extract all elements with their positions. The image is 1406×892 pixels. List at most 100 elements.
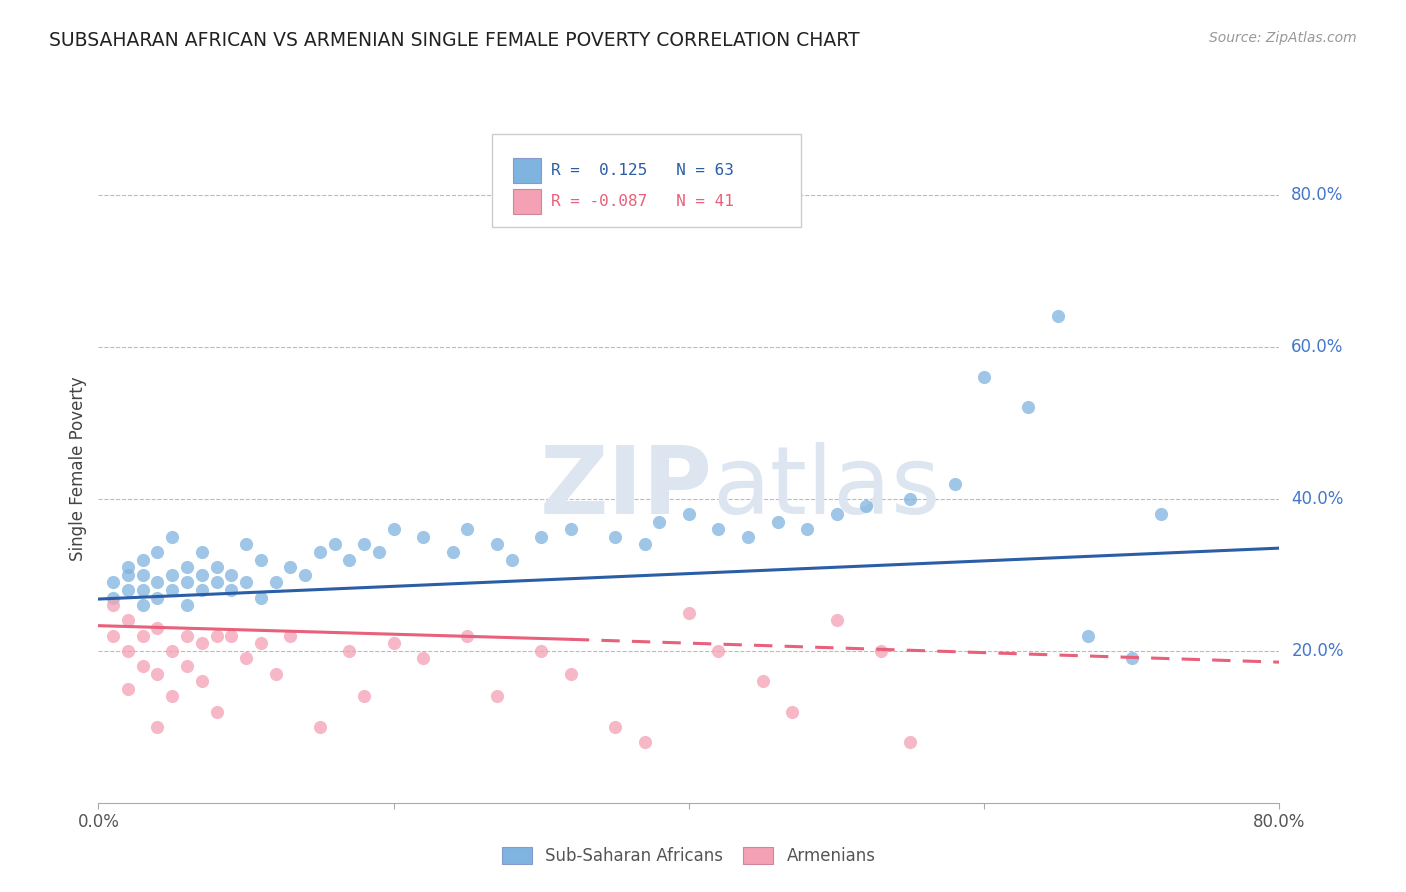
Point <box>191 674 214 689</box>
Point <box>162 690 183 704</box>
Point <box>900 735 922 749</box>
Point <box>278 560 302 574</box>
Point <box>132 567 155 582</box>
Text: 80.0%: 80.0% <box>1291 186 1344 203</box>
Point <box>900 491 922 506</box>
Point <box>796 522 818 536</box>
Point <box>176 659 198 673</box>
Point <box>219 567 242 582</box>
Point <box>250 591 273 605</box>
Point <box>1046 310 1069 324</box>
Point <box>103 628 125 642</box>
Point <box>264 666 287 681</box>
Point <box>382 522 405 536</box>
Point <box>103 575 125 590</box>
Point <box>162 644 183 658</box>
Point <box>560 522 582 536</box>
Point <box>353 690 375 704</box>
Point <box>678 507 700 521</box>
Point <box>235 651 257 665</box>
Point <box>191 567 214 582</box>
Point <box>1121 651 1143 665</box>
Point <box>132 582 155 597</box>
Point <box>250 636 273 650</box>
Point <box>648 515 671 529</box>
Point <box>707 522 730 536</box>
Point <box>368 545 391 559</box>
Point <box>264 575 287 590</box>
Point <box>441 545 464 559</box>
Point <box>132 628 155 642</box>
Point <box>323 537 346 551</box>
Point <box>1077 628 1099 642</box>
Point <box>825 507 848 521</box>
Point <box>205 560 228 574</box>
Point <box>973 370 995 384</box>
Point <box>825 613 848 627</box>
Point <box>943 476 966 491</box>
Point <box>412 651 434 665</box>
Point <box>337 644 360 658</box>
Point <box>103 591 125 605</box>
Point <box>353 537 375 551</box>
Point <box>235 575 257 590</box>
Point <box>605 530 627 544</box>
Point <box>737 530 759 544</box>
Text: SUBSAHARAN AFRICAN VS ARMENIAN SINGLE FEMALE POVERTY CORRELATION CHART: SUBSAHARAN AFRICAN VS ARMENIAN SINGLE FE… <box>49 31 860 50</box>
Point <box>146 720 169 734</box>
Point <box>456 628 478 642</box>
Point <box>132 659 155 673</box>
Point <box>205 705 228 719</box>
Point <box>382 636 405 650</box>
Point <box>191 636 214 650</box>
Point <box>162 582 183 597</box>
Point <box>117 644 139 658</box>
Point <box>337 552 360 566</box>
Point <box>219 628 242 642</box>
Y-axis label: Single Female Poverty: Single Female Poverty <box>69 376 87 560</box>
Point <box>294 567 316 582</box>
Point <box>486 690 509 704</box>
Point <box>146 575 169 590</box>
Point <box>456 522 478 536</box>
Point <box>176 575 198 590</box>
Point <box>162 530 183 544</box>
Point <box>250 552 273 566</box>
Point <box>309 720 332 734</box>
Text: ZIP: ZIP <box>540 442 713 534</box>
Point <box>633 735 655 749</box>
Text: 20.0%: 20.0% <box>1291 641 1344 660</box>
Point <box>205 628 228 642</box>
Point <box>530 530 553 544</box>
Point <box>501 552 523 566</box>
Point <box>146 591 169 605</box>
Point <box>176 560 198 574</box>
Point <box>146 545 169 559</box>
Point <box>205 575 228 590</box>
Text: 40.0%: 40.0% <box>1291 490 1344 508</box>
Text: 60.0%: 60.0% <box>1291 338 1344 356</box>
Point <box>191 545 214 559</box>
Point <box>132 598 155 612</box>
Point <box>117 567 139 582</box>
Point <box>412 530 434 544</box>
Point <box>103 598 125 612</box>
Text: atlas: atlas <box>713 442 941 534</box>
Point <box>751 674 773 689</box>
Point <box>869 644 891 658</box>
Point <box>560 666 582 681</box>
Point <box>782 705 804 719</box>
Point <box>605 720 627 734</box>
Point <box>486 537 509 551</box>
Point <box>146 621 169 635</box>
Text: R =  0.125   N = 63: R = 0.125 N = 63 <box>551 163 734 178</box>
Point <box>176 598 198 612</box>
Point <box>219 582 242 597</box>
Text: R = -0.087   N = 41: R = -0.087 N = 41 <box>551 194 734 210</box>
Text: Source: ZipAtlas.com: Source: ZipAtlas.com <box>1209 31 1357 45</box>
Legend: Sub-Saharan Africans, Armenians: Sub-Saharan Africans, Armenians <box>495 840 883 871</box>
Point <box>633 537 655 551</box>
Point <box>132 552 155 566</box>
Point <box>530 644 553 658</box>
Point <box>117 613 139 627</box>
